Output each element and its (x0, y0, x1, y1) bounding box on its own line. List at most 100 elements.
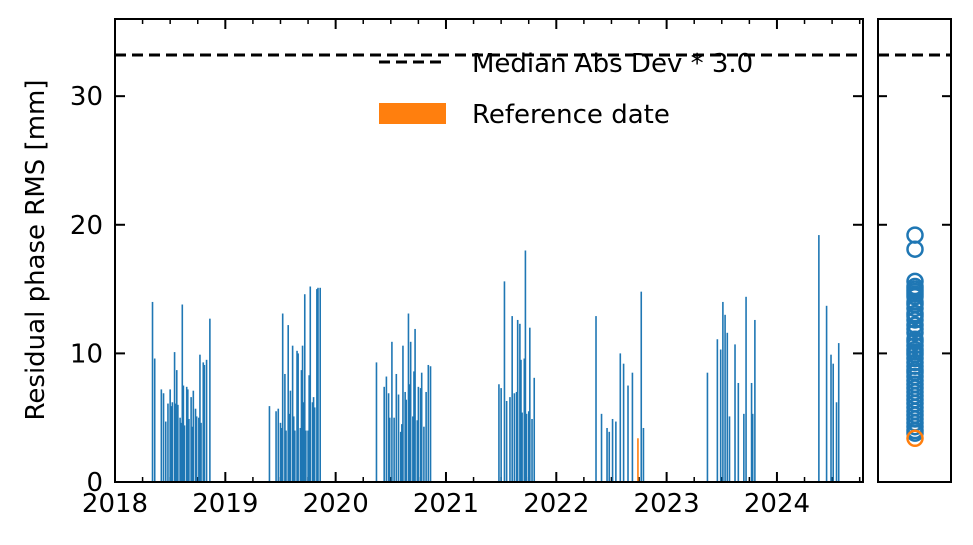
bar (287, 325, 290, 482)
bar (722, 301, 724, 482)
bar (171, 402, 174, 482)
bar (531, 418, 533, 482)
bar (177, 404, 179, 482)
bar (292, 416, 295, 482)
bar (153, 358, 156, 482)
bar (520, 359, 522, 482)
bar (291, 345, 294, 482)
side-point (906, 288, 924, 306)
bar (284, 373, 286, 482)
bar (309, 286, 312, 482)
side-point (906, 424, 924, 442)
bar (631, 372, 634, 482)
bar (611, 418, 614, 482)
bar (383, 386, 385, 482)
bar (151, 301, 154, 482)
x-tick-label: 2019 (192, 489, 258, 519)
bar (525, 413, 528, 482)
legend: Median Abs Dev * 3.0 Reference date (379, 49, 753, 130)
bar (297, 353, 299, 482)
bar (498, 384, 500, 482)
bar (743, 413, 745, 482)
bar (169, 389, 171, 482)
bar (516, 319, 519, 482)
bar (728, 416, 731, 482)
bar (280, 427, 283, 482)
bar (737, 382, 740, 482)
bar (716, 339, 719, 482)
bar (427, 364, 430, 482)
bar (402, 345, 404, 482)
bar (319, 287, 321, 482)
bar (179, 417, 181, 482)
bar (706, 372, 709, 482)
bar (608, 431, 611, 482)
bar (294, 430, 296, 482)
bar (825, 305, 828, 482)
bar (417, 386, 420, 482)
side-point (906, 240, 924, 258)
x-tick-label: 2021 (413, 489, 479, 519)
bar (719, 349, 722, 482)
bar (726, 332, 729, 482)
bar (195, 416, 198, 482)
bar (200, 422, 202, 482)
bar (420, 372, 423, 482)
bar (173, 352, 176, 482)
bar (419, 388, 422, 482)
bar (750, 382, 753, 482)
bar (622, 363, 625, 482)
bar (408, 384, 411, 482)
bar (513, 393, 516, 482)
bar (527, 411, 530, 482)
bar (305, 430, 307, 482)
x-tick-labels: 2018 2019 2020 2021 2022 2023 2024 (82, 489, 810, 519)
bar (837, 343, 840, 482)
bar (521, 412, 523, 482)
bar (401, 424, 403, 483)
main-axes-frame (114, 18, 864, 483)
bar (185, 386, 188, 482)
bar (734, 344, 736, 482)
residual-bars (151, 235, 840, 483)
bar (835, 402, 838, 482)
bar (523, 358, 526, 482)
x-tick-label: 2024 (744, 489, 810, 519)
bar (751, 413, 754, 482)
x-tick-label: 2018 (82, 489, 148, 519)
bar (500, 388, 502, 482)
legend-reference-label: Reference date (472, 100, 670, 130)
bar (375, 362, 378, 482)
side-axes-frame (877, 18, 952, 483)
bar (412, 416, 414, 482)
y-tick-labels: 0 10 20 30 (70, 82, 103, 498)
bar (317, 287, 319, 482)
legend-threshold-label: Median Abs Dev * 3.0 (472, 49, 753, 79)
bar (397, 394, 400, 482)
bar (289, 390, 292, 482)
bar (391, 341, 393, 482)
y-tick-label: 10 (70, 339, 103, 369)
bar (175, 370, 178, 482)
bar (414, 328, 416, 482)
bar (162, 393, 165, 482)
bar (524, 250, 527, 482)
side-point (906, 299, 924, 318)
bar (205, 359, 208, 482)
bar (202, 362, 205, 482)
side-reference-point (906, 429, 924, 448)
bar (288, 413, 291, 482)
bar (404, 391, 406, 482)
bar (279, 422, 282, 482)
bar (312, 397, 315, 482)
bar (307, 430, 309, 482)
bar (395, 373, 398, 482)
bar (425, 391, 427, 482)
bar (181, 304, 184, 482)
bar (188, 418, 190, 482)
bar (183, 425, 186, 482)
side-scatter-points (906, 226, 924, 448)
bar (388, 417, 391, 482)
bar (187, 389, 189, 482)
bar (640, 291, 643, 482)
